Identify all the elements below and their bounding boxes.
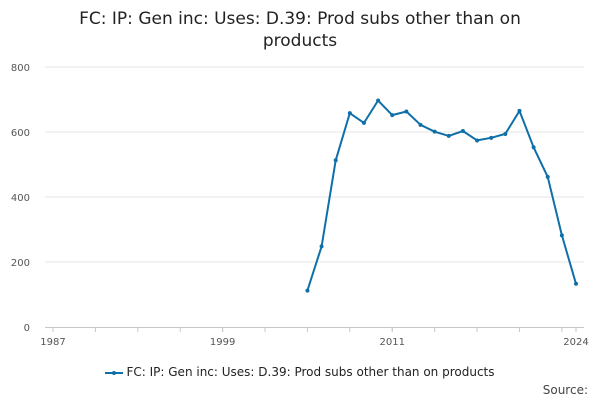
y-axis: 0 200 400 600 800	[11, 63, 30, 334]
data-point	[319, 244, 324, 249]
data-point	[333, 158, 338, 163]
data-point	[531, 145, 536, 150]
y-tick-label: 800	[11, 63, 30, 74]
x-axis: 1987 1999 2011 2024	[40, 327, 589, 348]
y-tick-label: 0	[24, 323, 30, 334]
data-point	[574, 281, 578, 286]
data-point	[418, 122, 423, 127]
x-tick-label: 1987	[40, 337, 65, 348]
data-point	[305, 288, 310, 293]
data-point	[503, 131, 508, 136]
y-tick-label: 600	[11, 128, 30, 139]
data-point	[545, 174, 550, 179]
y-tick-label: 400	[11, 193, 30, 204]
data-point	[517, 108, 522, 113]
data-point	[489, 135, 494, 140]
data-point	[475, 138, 480, 143]
x-tick-label: 2011	[380, 337, 405, 348]
data-point	[446, 133, 451, 138]
x-tick-label: 2024	[563, 337, 588, 348]
gridlines	[45, 66, 584, 263]
data-point	[404, 109, 409, 114]
data-point	[376, 98, 381, 103]
data-point	[347, 111, 352, 116]
series-line	[306, 99, 577, 291]
legend-line-marker-icon	[105, 368, 124, 378]
data-point	[559, 233, 564, 238]
y-tick-label: 200	[11, 258, 30, 269]
data-point	[390, 113, 395, 118]
legend: FC: IP: Gen inc: Uses: D.39: Prod subs o…	[0, 364, 600, 380]
data-point	[361, 120, 366, 125]
chart-title: FC: IP: Gen inc: Uses: D.39: Prod subs o…	[79, 9, 521, 51]
data-point	[432, 129, 437, 134]
source-label: Source:	[542, 383, 588, 397]
series-layer	[305, 98, 578, 293]
legend-label: FC: IP: Gen inc: Uses: D.39: Prod subs o…	[126, 365, 495, 379]
data-point	[460, 129, 465, 134]
x-tick-label: 1999	[210, 337, 235, 348]
